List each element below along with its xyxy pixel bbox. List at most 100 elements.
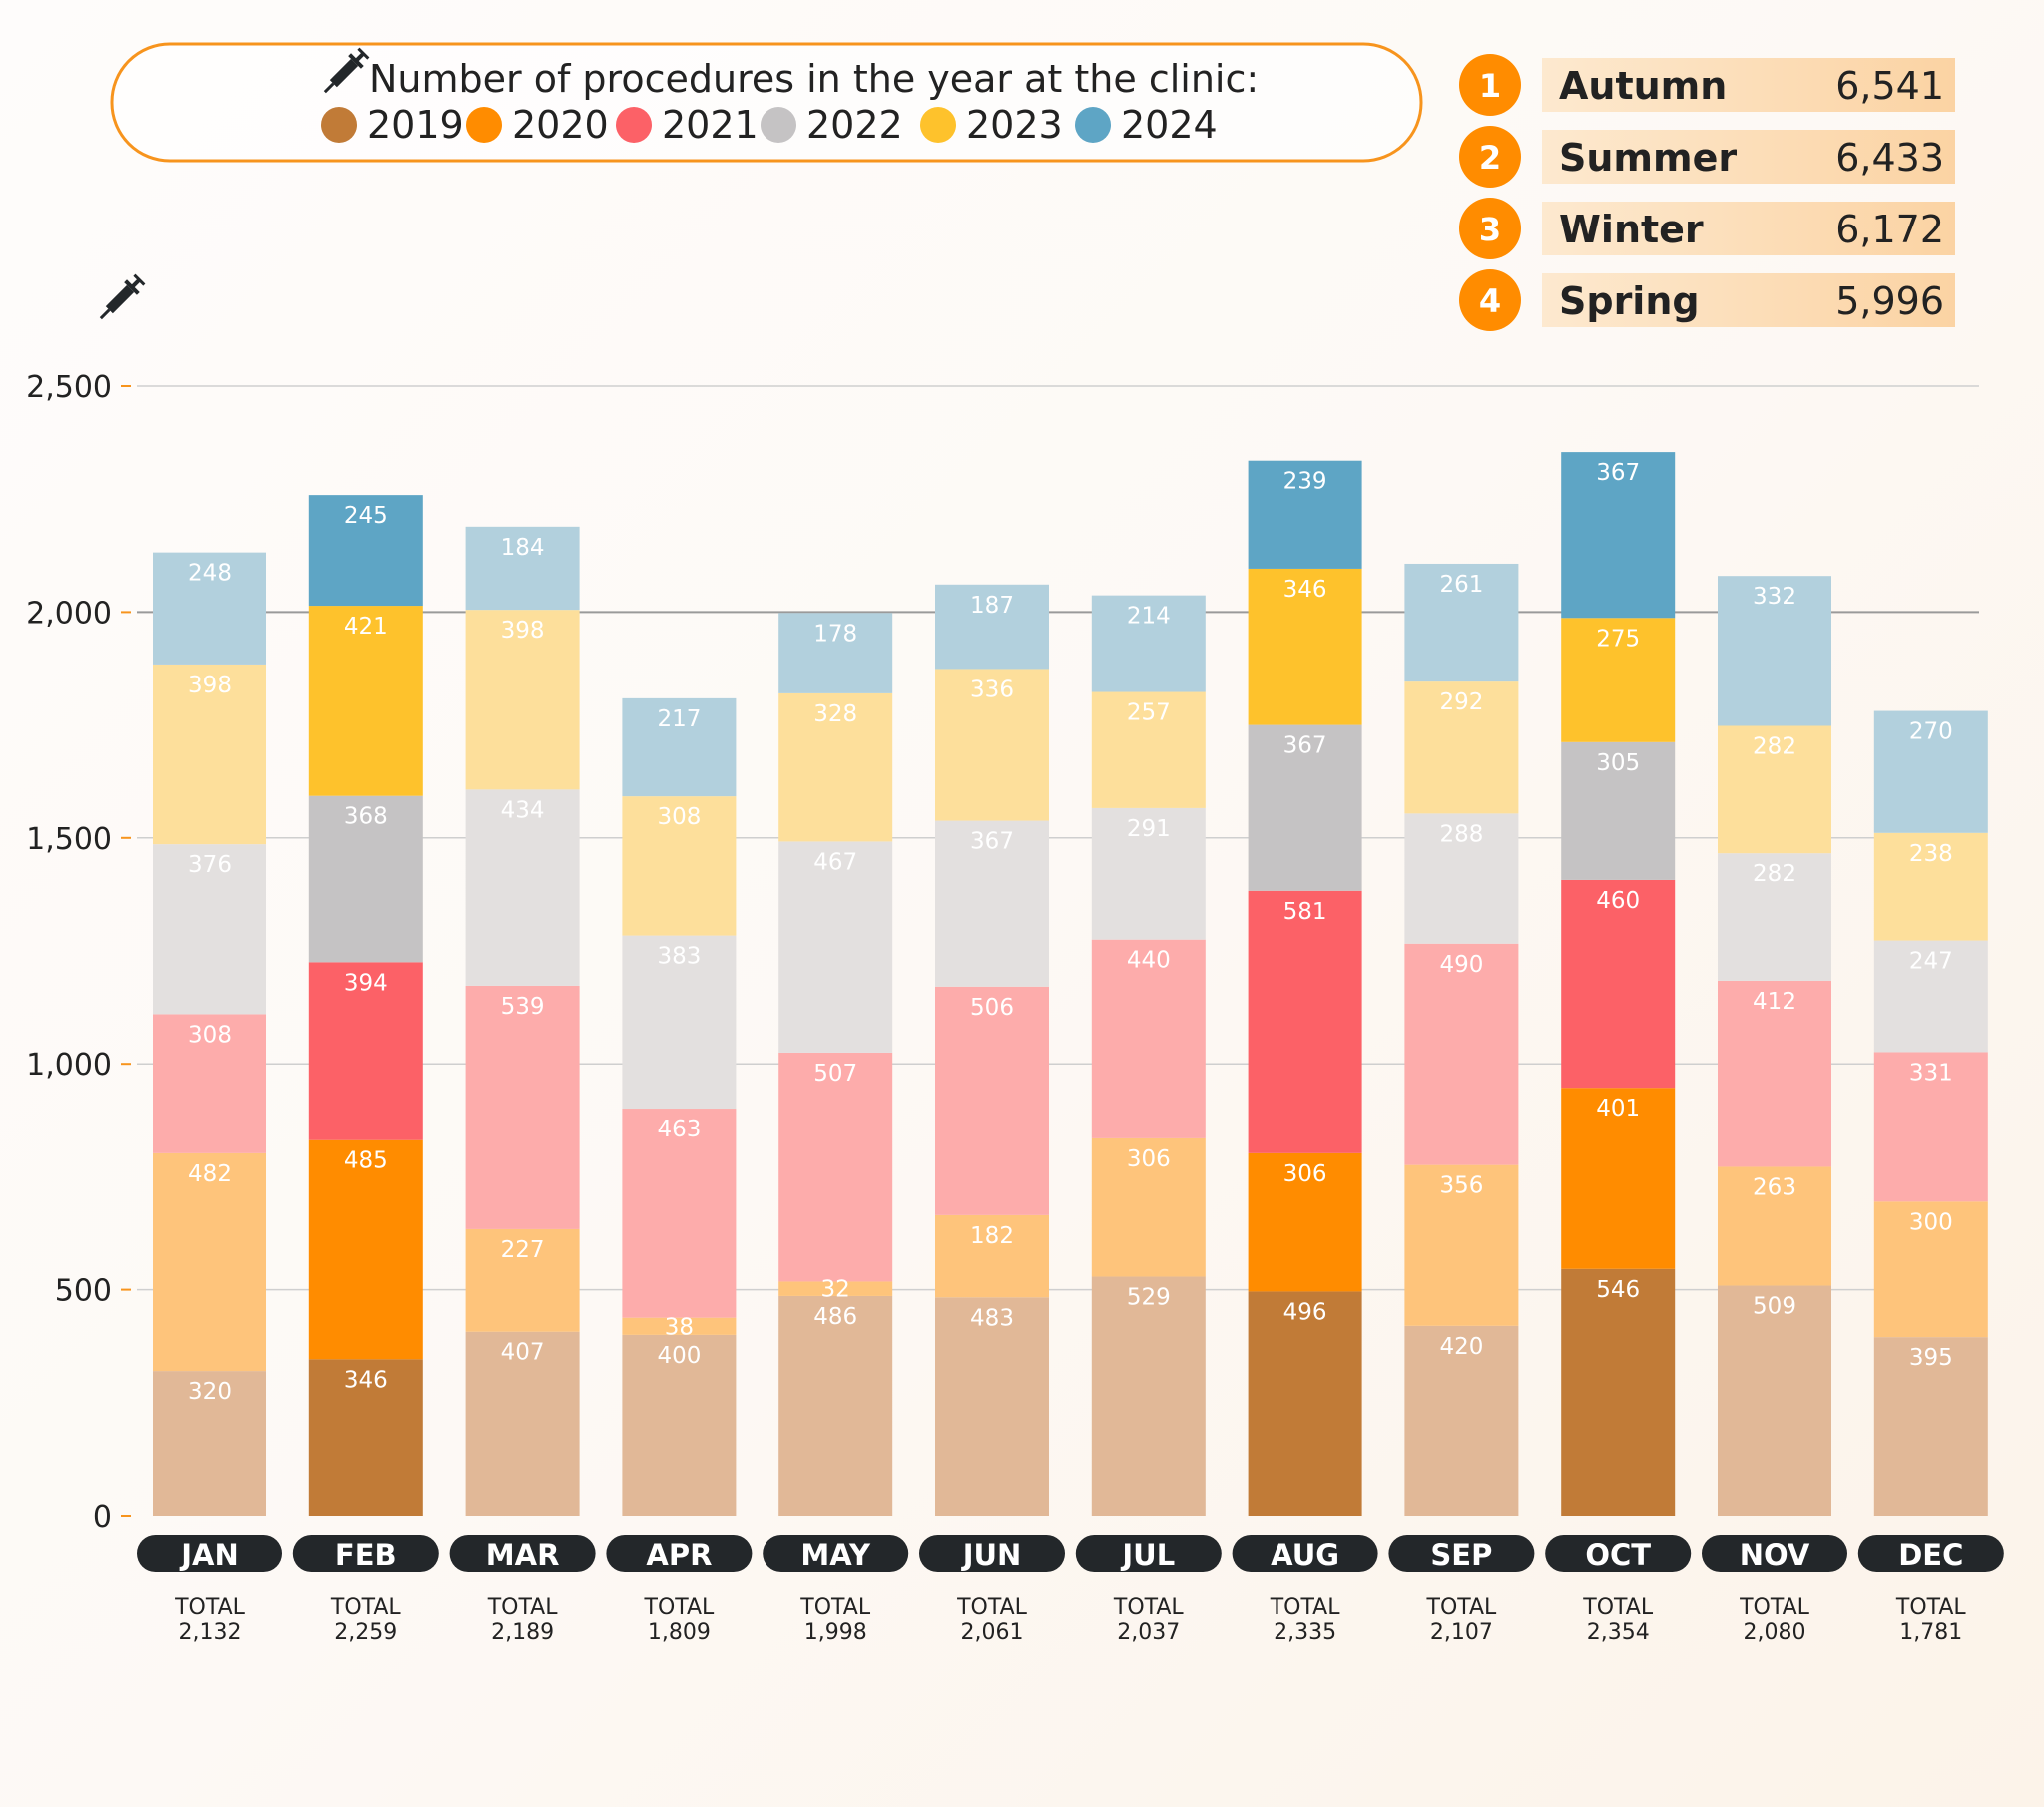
bar-feb-2022 (308, 795, 423, 963)
data-label: 263 (1753, 1174, 1796, 1200)
total-value: 2,080 (1744, 1620, 1806, 1645)
bar-sep-2021 (1404, 943, 1519, 1165)
legend-items: 2019 2020 2021 2022 2023 2024 (321, 103, 1218, 147)
bar-dec-2020 (1873, 1201, 1988, 1338)
data-label: 308 (188, 1022, 232, 1048)
legend-swatch-2022 (761, 107, 796, 143)
rank-number: 2 (1479, 139, 1501, 177)
legend-title: Number of procedures in the year at the … (369, 57, 1259, 101)
month-pill (1857, 1535, 2004, 1572)
data-label: 178 (813, 621, 857, 647)
data-label: 257 (1127, 700, 1171, 726)
data-label: 407 (501, 1340, 545, 1366)
data-label: 368 (344, 804, 388, 830)
data-label: 32 (821, 1277, 850, 1303)
legend-swatch-2021 (616, 107, 652, 143)
bar-may-2022 (778, 841, 893, 1053)
data-label: 509 (1753, 1294, 1796, 1320)
data-label: 245 (344, 503, 388, 529)
total-label: TOTAL (1270, 1595, 1341, 1620)
month-pill (449, 1535, 596, 1572)
bar-jun-2021 (935, 986, 1049, 1215)
rank-value: 6,172 (1835, 208, 1944, 251)
data-label: 546 (1596, 1277, 1640, 1303)
bar-oct-2021 (1561, 879, 1676, 1089)
legend-label-2020: 2020 (512, 103, 609, 147)
legend-swatch-2023 (920, 107, 956, 143)
bar-jan-2023 (153, 664, 266, 845)
bar-dec-2024 (1873, 710, 1988, 833)
bar-apr-2021 (622, 1109, 737, 1318)
bar-jul-2023 (1091, 691, 1206, 808)
bar-jun-2019 (935, 1297, 1049, 1516)
bar-jan-2020 (153, 1152, 266, 1372)
bar-oct-2024 (1561, 452, 1676, 619)
data-label: 328 (813, 701, 857, 727)
bar-aug-2023 (1248, 568, 1362, 725)
data-label: 507 (813, 1061, 857, 1087)
y-tick-label: 1,500 (26, 822, 112, 857)
season-ranking: 1 Autumn 6,541 2 Summer 6,433 3 Winter 6,172 4 Spr… (1459, 54, 1955, 331)
month-pill (1545, 1535, 1692, 1572)
month-pill (919, 1535, 1065, 1572)
data-label: 291 (1127, 816, 1171, 842)
total-value: 2,061 (961, 1620, 1024, 1645)
bar-apr-2022 (622, 935, 737, 1110)
data-label: 490 (1439, 952, 1483, 978)
data-label: 227 (501, 1237, 545, 1263)
data-label: 275 (1596, 626, 1640, 652)
data-label: 320 (188, 1379, 232, 1405)
bar-mar-2022 (465, 789, 580, 986)
bar-oct-2023 (1561, 618, 1676, 742)
rank-value: 6,433 (1835, 136, 1944, 180)
total-value: 2,354 (1587, 1620, 1650, 1645)
bar-feb-2019 (308, 1359, 423, 1516)
total-label: TOTAL (1113, 1595, 1185, 1620)
data-label: 394 (344, 970, 388, 996)
data-label: 331 (1909, 1060, 1953, 1086)
bar-nov-2024 (1718, 576, 1831, 726)
bar-aug-2024 (1248, 460, 1362, 569)
bar-dec-2019 (1873, 1337, 1988, 1516)
total-label: TOTAL (956, 1595, 1028, 1620)
data-label: 282 (1753, 861, 1796, 887)
bar-sep-2020 (1404, 1164, 1519, 1326)
data-label: 506 (970, 995, 1014, 1021)
data-label: 306 (1283, 1161, 1327, 1187)
rank-value: 5,996 (1835, 279, 1944, 323)
data-label: 239 (1283, 469, 1327, 495)
bar-aug-2019 (1248, 1291, 1362, 1516)
y-tick-label: 1,000 (26, 1048, 112, 1083)
total-value: 2,107 (1430, 1620, 1493, 1645)
data-label: 214 (1127, 604, 1171, 630)
total-label: TOTAL (174, 1595, 246, 1620)
data-label: 485 (344, 1148, 388, 1174)
legend-swatch-2019 (321, 107, 357, 143)
data-label: 305 (1596, 750, 1640, 776)
bar-mar-2021 (465, 985, 580, 1229)
y-tick-label: 2,000 (26, 596, 112, 631)
data-label: 308 (657, 804, 701, 830)
bar-sep-2022 (1404, 813, 1519, 944)
total-label: TOTAL (799, 1595, 871, 1620)
bar-may-2021 (778, 1052, 893, 1282)
bar-oct-2019 (1561, 1268, 1676, 1516)
data-label: 300 (1909, 1209, 1953, 1235)
rank-badge (1459, 269, 1521, 331)
bar-may-2023 (778, 692, 893, 842)
bar-sep-2023 (1404, 681, 1519, 814)
data-label: 332 (1753, 584, 1796, 610)
data-label: 434 (501, 797, 545, 823)
rank-season: Summer (1559, 136, 1737, 180)
bar-jun-2023 (935, 669, 1049, 821)
y-tick-label: 500 (55, 1274, 112, 1309)
bar-apr-2023 (622, 796, 737, 936)
bar-nov-2023 (1718, 725, 1831, 854)
legend-label-2023: 2023 (966, 103, 1063, 147)
data-label: 376 (188, 852, 232, 878)
x-tick-label: JUL (1120, 1538, 1175, 1572)
bar-feb-2021 (308, 962, 423, 1140)
rank-number: 4 (1479, 282, 1501, 320)
bar-jul-2019 (1091, 1276, 1206, 1516)
